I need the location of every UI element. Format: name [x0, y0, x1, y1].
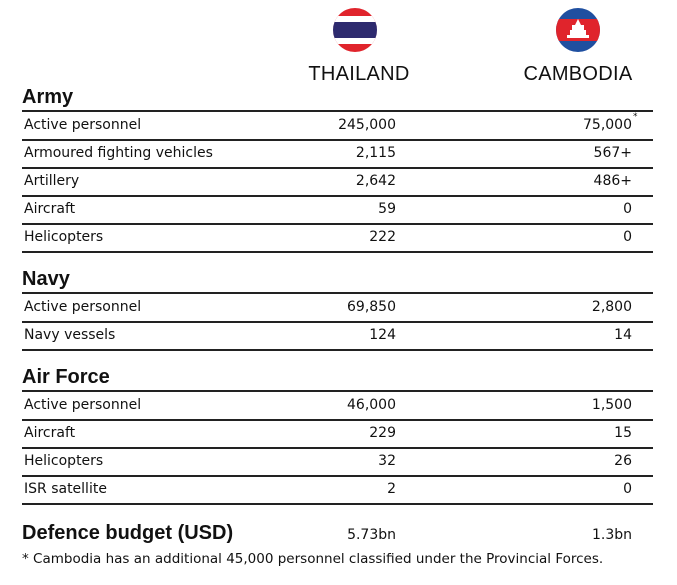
divider: [22, 167, 653, 169]
divider: [22, 349, 653, 351]
thailand-value: 32: [378, 453, 396, 469]
cambodia-value: 567+: [593, 145, 632, 161]
cambodia-flag: [556, 8, 600, 52]
footnote: * Cambodia has an additional 45,000 pers…: [22, 551, 604, 567]
thailand-value: 2,642: [355, 173, 396, 189]
row-label: Armoured fighting vehicles: [24, 145, 213, 161]
row-label: Active personnel: [24, 299, 142, 315]
cambodia-value: 0: [623, 201, 632, 217]
cambodia-value: 0: [623, 481, 632, 497]
divider: [22, 447, 653, 449]
divider: [22, 139, 653, 141]
thailand-value: 222: [369, 229, 396, 245]
section-title: Air Force: [22, 366, 110, 388]
cambodia-budget: 1.3bn: [591, 527, 632, 543]
divider: [22, 292, 653, 294]
section-title: Army: [22, 86, 74, 108]
row-label: Active personnel: [24, 117, 142, 133]
column-header: CAMBODIA: [523, 63, 633, 85]
row-label: Aircraft: [24, 425, 76, 441]
thailand-value: 245,000: [338, 117, 396, 133]
row-label: Aircraft: [24, 201, 76, 217]
divider: [22, 503, 653, 505]
row-label: ISR satellite: [24, 481, 107, 497]
thailand-flag: [333, 8, 377, 52]
budget-label: Defence budget (USD): [22, 522, 234, 544]
divider: [22, 110, 653, 112]
cambodia-value: 0: [623, 229, 632, 245]
thailand-value: 46,000: [347, 397, 396, 413]
divider: [22, 223, 653, 225]
column-header: THAILAND: [308, 63, 410, 85]
row-label: Helicopters: [24, 229, 104, 245]
divider: [22, 321, 653, 323]
cambodia-value: 26: [614, 453, 632, 469]
cambodia-value: 486+: [593, 173, 632, 189]
cambodia-value: 2,800: [591, 299, 632, 315]
row-label: Navy vessels: [24, 327, 116, 343]
thailand-value: 229: [369, 425, 396, 441]
row-label: Active personnel: [24, 397, 142, 413]
divider: [22, 475, 653, 477]
cambodia-value: 75,000: [583, 117, 632, 133]
divider: [22, 419, 653, 421]
row-label: Artillery: [24, 173, 80, 189]
divider: [22, 390, 653, 392]
thailand-value: 124: [369, 327, 396, 343]
thailand-value: 2,115: [355, 145, 396, 161]
footnote-marker: *: [633, 112, 638, 122]
cambodia-value: 15: [614, 425, 632, 441]
cambodia-value: 1,500: [591, 397, 632, 413]
thailand-value: 59: [378, 201, 396, 217]
divider: [22, 195, 653, 197]
thailand-budget: 5.73bn: [347, 527, 396, 543]
section-title: Navy: [22, 268, 70, 290]
thailand-value: 2: [387, 481, 396, 497]
cambodia-value: 14: [614, 327, 632, 343]
row-label: Helicopters: [24, 453, 104, 469]
thailand-value: 69,850: [347, 299, 396, 315]
divider: [22, 251, 653, 253]
